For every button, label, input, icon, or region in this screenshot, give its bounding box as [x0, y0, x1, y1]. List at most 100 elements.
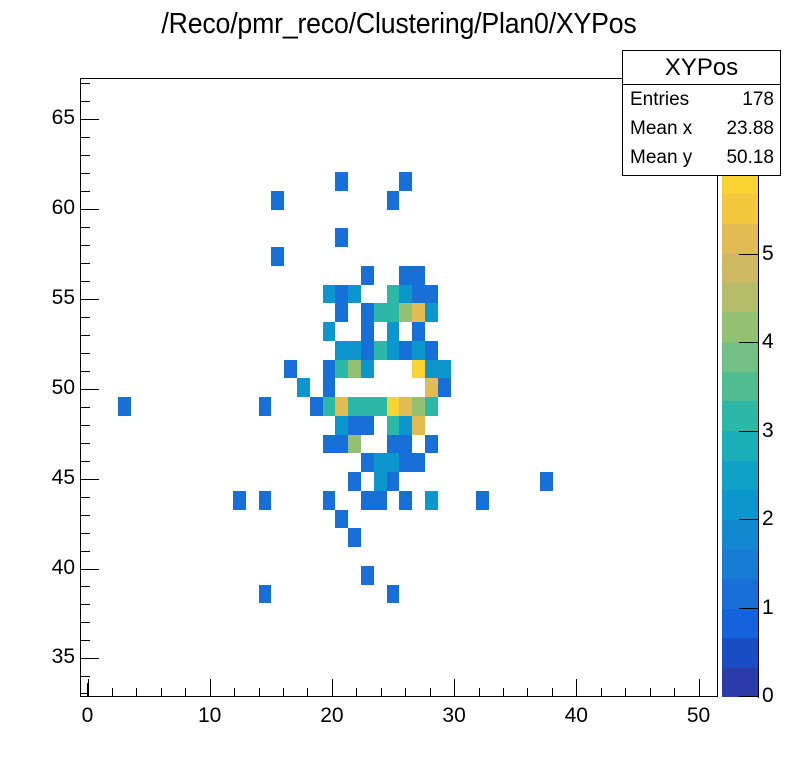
axis-tick: [80, 604, 90, 605]
heatmap-bin: [386, 472, 400, 491]
heatmap-bin: [335, 340, 349, 360]
z-axis-tick: [739, 696, 758, 697]
heatmap-bin: [399, 284, 413, 304]
axis-tick: [80, 371, 90, 372]
axis-tick: [80, 407, 90, 408]
x-tick-label: 10: [198, 704, 222, 727]
y-tick-label: 55: [51, 285, 75, 309]
heatmap-bin: [425, 378, 438, 398]
heatmap-bin: [373, 472, 387, 491]
heatmap-bin: [361, 359, 374, 379]
axis-tick: [80, 479, 99, 480]
heatmap-bin: [386, 397, 400, 416]
heatmap-bin: [348, 397, 362, 416]
palette-band: [722, 667, 758, 698]
heatmap-bin: [412, 340, 426, 360]
axis-tick: [80, 569, 99, 570]
axis-tick: [161, 688, 162, 697]
stats-value: 178: [742, 89, 774, 110]
heatmap-bin: [386, 415, 400, 435]
stats-label: Mean y: [630, 147, 693, 168]
heatmap-bin: [271, 190, 285, 210]
z-tick-label: 4: [762, 330, 774, 353]
axis-tick: [552, 688, 553, 697]
axis-tick: [307, 688, 308, 697]
axis-tick: [80, 245, 90, 246]
axis-tick: [185, 688, 186, 697]
heatmap-bin: [271, 247, 285, 266]
heatmap-bin: [373, 453, 387, 473]
axis-tick: [80, 191, 90, 192]
x-tick-label: 20: [320, 704, 344, 727]
axis-tick: [80, 551, 90, 552]
axis-tick: [80, 693, 89, 694]
axis-tick: [80, 263, 90, 264]
axis-tick: [80, 676, 90, 677]
heatmap-bin: [348, 340, 362, 360]
heatmap-bin: [399, 172, 413, 191]
heatmap-bin: [309, 397, 323, 416]
axis-tick: [80, 640, 90, 641]
y-tick-label: 60: [51, 195, 75, 219]
palette-band: [722, 252, 758, 283]
heatmap-bin: [258, 584, 272, 604]
palette-band: [722, 608, 758, 639]
axis-tick: [332, 679, 333, 697]
heatmap-bin: [399, 434, 413, 454]
heatmap-bin: [386, 284, 400, 304]
z-tick-label: 0: [762, 684, 774, 707]
axis-tick: [576, 679, 577, 697]
palette-band: [722, 548, 758, 579]
heatmap-bin: [386, 453, 400, 473]
stats-label: Mean x: [630, 118, 693, 139]
heatmap-bin: [399, 303, 413, 323]
heatmap-bin: [386, 584, 400, 604]
palette-band: [722, 312, 758, 343]
palette-band: [722, 341, 758, 372]
z-tick-label: 2: [762, 507, 774, 530]
heatmap-bin: [399, 265, 413, 285]
heatmap-bin: [322, 397, 336, 416]
heatmap-bin: [425, 434, 438, 454]
heatmap-bin: [399, 340, 413, 360]
axis-tick: [625, 688, 626, 697]
z-axis-tick: [739, 519, 758, 520]
stats-box[interactable]: XYPos Entries 178 Mean x 23.88 Mean y 50…: [622, 50, 781, 176]
heatmap-bin: [437, 378, 451, 398]
stats-title: XYPos: [623, 51, 780, 85]
heatmap-bin: [117, 397, 131, 416]
heatmap-bin: [412, 453, 426, 473]
x-tick-label: 50: [686, 704, 711, 727]
heatmap-bin: [373, 490, 387, 510]
z-axis-tick: [739, 254, 758, 255]
heatmap-bin: [348, 359, 362, 379]
heatmap-bin: [412, 415, 426, 435]
heatmap-bin: [322, 434, 336, 454]
heatmap-bin: [437, 359, 451, 379]
axis-tick: [80, 155, 90, 156]
axis-tick: [80, 515, 90, 516]
axis-tick: [80, 317, 90, 318]
palette-band: [722, 193, 758, 224]
heatmap-bin: [284, 359, 298, 379]
stats-value: 50.18: [726, 147, 774, 168]
axis-tick: [80, 299, 99, 300]
heatmap-bin: [412, 303, 426, 323]
heatmap-bin: [348, 528, 362, 548]
axis-tick: [234, 688, 235, 697]
heatmap-bin: [412, 397, 426, 416]
heatmap-bin: [335, 228, 349, 248]
x-tick-label: 30: [442, 704, 466, 727]
palette-band: [722, 371, 758, 402]
z-axis-tick: [739, 608, 758, 609]
palette-band: [722, 460, 758, 491]
axis-tick: [283, 688, 284, 697]
axis-tick: [650, 688, 651, 697]
axis-tick: [87, 683, 88, 697]
palette-band: [722, 637, 758, 668]
heatmap-bin: [373, 397, 387, 416]
heatmap-bin: [322, 490, 336, 510]
palette-band: [722, 578, 758, 609]
heatmap-bin: [348, 415, 362, 435]
axis-tick: [503, 688, 504, 697]
